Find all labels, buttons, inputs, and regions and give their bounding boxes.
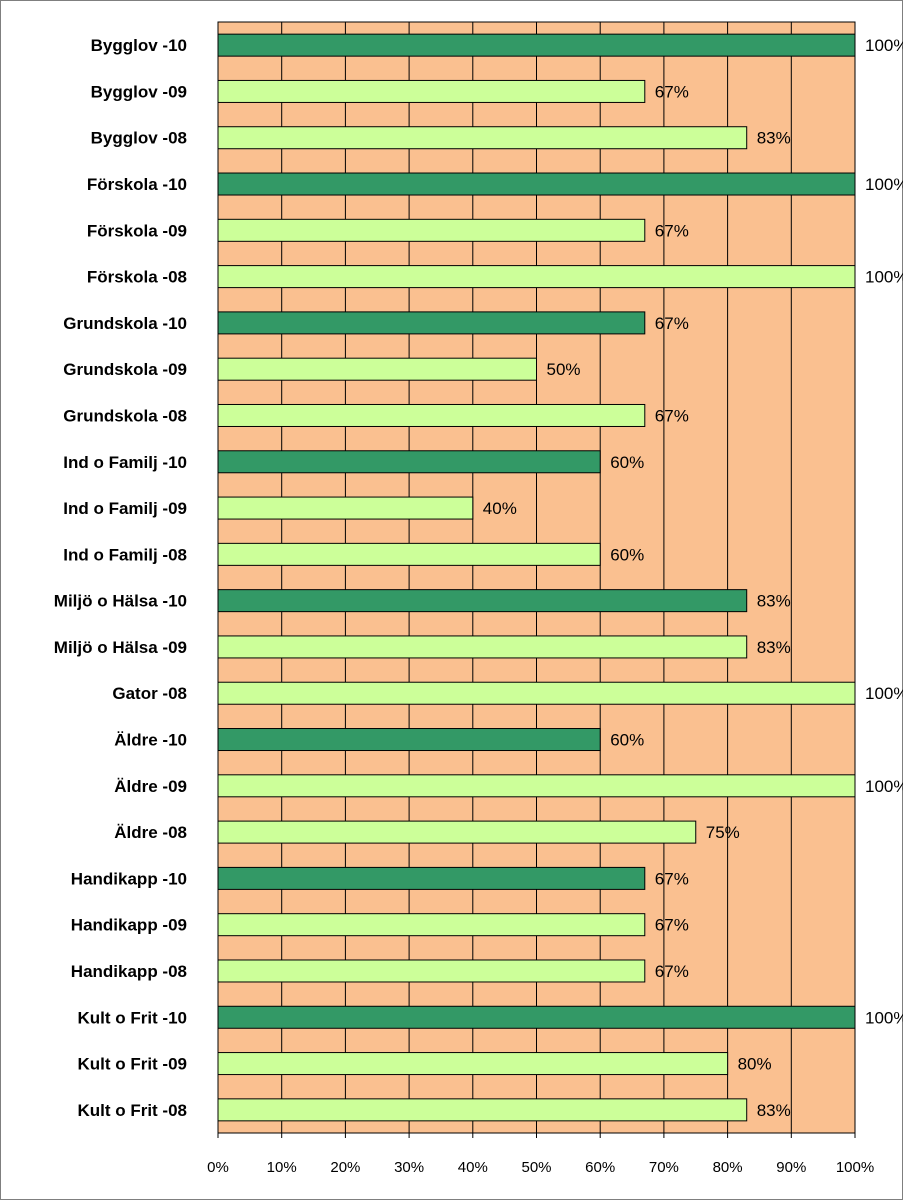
bar — [217, 542, 601, 566]
bar — [217, 959, 646, 983]
data-label: 100% — [865, 36, 903, 55]
bar — [217, 79, 646, 103]
category-label: Ind o Familj -08 — [63, 545, 187, 564]
bar — [217, 265, 856, 289]
data-label: 67% — [655, 869, 689, 888]
category-label: Förskola -10 — [87, 175, 187, 194]
bar — [217, 496, 474, 520]
bar — [217, 774, 856, 798]
data-label: 100% — [865, 777, 903, 796]
bar — [217, 311, 646, 335]
x-tick-label: 40% — [458, 1159, 488, 1176]
category-label: Ind o Familj -10 — [63, 453, 187, 472]
data-label: 60% — [610, 731, 644, 750]
bar — [217, 218, 646, 242]
x-axis-ticks: 0% 10% 20% 30% 40% 50% 60% 70% 80% 90% 100% — [207, 1133, 874, 1176]
x-tick-label: 20% — [330, 1159, 360, 1176]
data-label: 67% — [655, 221, 689, 240]
data-label: 83% — [757, 129, 791, 148]
bar — [217, 728, 601, 752]
bar — [217, 589, 748, 613]
bar — [217, 33, 856, 57]
bar — [217, 681, 856, 705]
data-label: 80% — [738, 1055, 772, 1074]
category-label: Gator -08 — [112, 684, 187, 703]
bar — [217, 866, 646, 890]
data-label: 67% — [655, 82, 689, 101]
category-label: Handikapp -08 — [71, 962, 187, 981]
category-label: Bygglov -08 — [91, 129, 187, 148]
bar — [217, 635, 748, 659]
x-tick-label: 60% — [585, 1159, 615, 1176]
category-label: Handikapp -09 — [71, 916, 187, 935]
category-label: Bygglov -09 — [91, 82, 187, 101]
bar — [217, 1052, 729, 1076]
data-label: 67% — [655, 314, 689, 333]
data-label: 100% — [865, 175, 903, 194]
bar — [217, 450, 601, 474]
data-label: 60% — [610, 453, 644, 472]
x-tick-label: 90% — [776, 1159, 806, 1176]
category-label: Äldre -08 — [114, 823, 187, 842]
x-tick-label: 100% — [836, 1159, 874, 1176]
data-label: 67% — [655, 962, 689, 981]
x-tick-label: 0% — [207, 1159, 229, 1176]
bar — [217, 1098, 748, 1122]
x-tick-label: 10% — [267, 1159, 297, 1176]
bar — [217, 913, 646, 937]
x-tick-label: 30% — [394, 1159, 424, 1176]
data-label: 40% — [483, 499, 517, 518]
category-label: Förskola -09 — [87, 221, 187, 240]
bar — [217, 820, 697, 844]
data-label: 50% — [547, 360, 581, 379]
bar — [217, 403, 646, 427]
data-label: 67% — [655, 916, 689, 935]
gridlines — [281, 22, 792, 1133]
category-label: Ind o Familj -09 — [63, 499, 187, 518]
data-label: 83% — [757, 638, 791, 657]
category-label: Äldre -10 — [114, 731, 187, 750]
data-label: 100% — [865, 268, 903, 287]
category-labels: Bygglov -10 Bygglov -09 Bygglov -08 Förskol… — [54, 36, 187, 1120]
data-label: 75% — [706, 823, 740, 842]
bar — [217, 1005, 856, 1029]
category-label: Miljö o Hälsa -09 — [54, 638, 187, 657]
bars — [217, 33, 856, 1122]
category-label: Kult o Frit -08 — [77, 1101, 187, 1120]
category-label: Äldre -09 — [114, 777, 187, 796]
data-label: 67% — [655, 406, 689, 425]
category-label: Förskola -08 — [87, 268, 187, 287]
category-label: Handikapp -10 — [71, 869, 187, 888]
category-label: Grundskola -10 — [63, 314, 187, 333]
x-tick-label: 70% — [649, 1159, 679, 1176]
category-label: Kult o Frit -09 — [77, 1055, 187, 1074]
data-labels: 100% 67% 83% 100% 67% 100% 67% 50% 67% 60% 40% 60% 8… — [483, 36, 903, 1120]
data-label: 83% — [757, 1101, 791, 1120]
data-label: 100% — [865, 684, 903, 703]
category-label: Grundskola -08 — [63, 406, 187, 425]
category-label: Miljö o Hälsa -10 — [54, 592, 187, 611]
data-label: 100% — [865, 1008, 903, 1027]
data-label: 60% — [610, 545, 644, 564]
category-label: Kult o Frit -10 — [77, 1008, 187, 1027]
x-tick-label: 50% — [521, 1159, 551, 1176]
bar — [217, 172, 856, 196]
category-label: Bygglov -10 — [91, 36, 187, 55]
data-label: 83% — [757, 592, 791, 611]
x-tick-label: 80% — [713, 1159, 743, 1176]
bar — [217, 126, 748, 150]
category-label: Grundskola -09 — [63, 360, 187, 379]
bar — [217, 357, 537, 381]
